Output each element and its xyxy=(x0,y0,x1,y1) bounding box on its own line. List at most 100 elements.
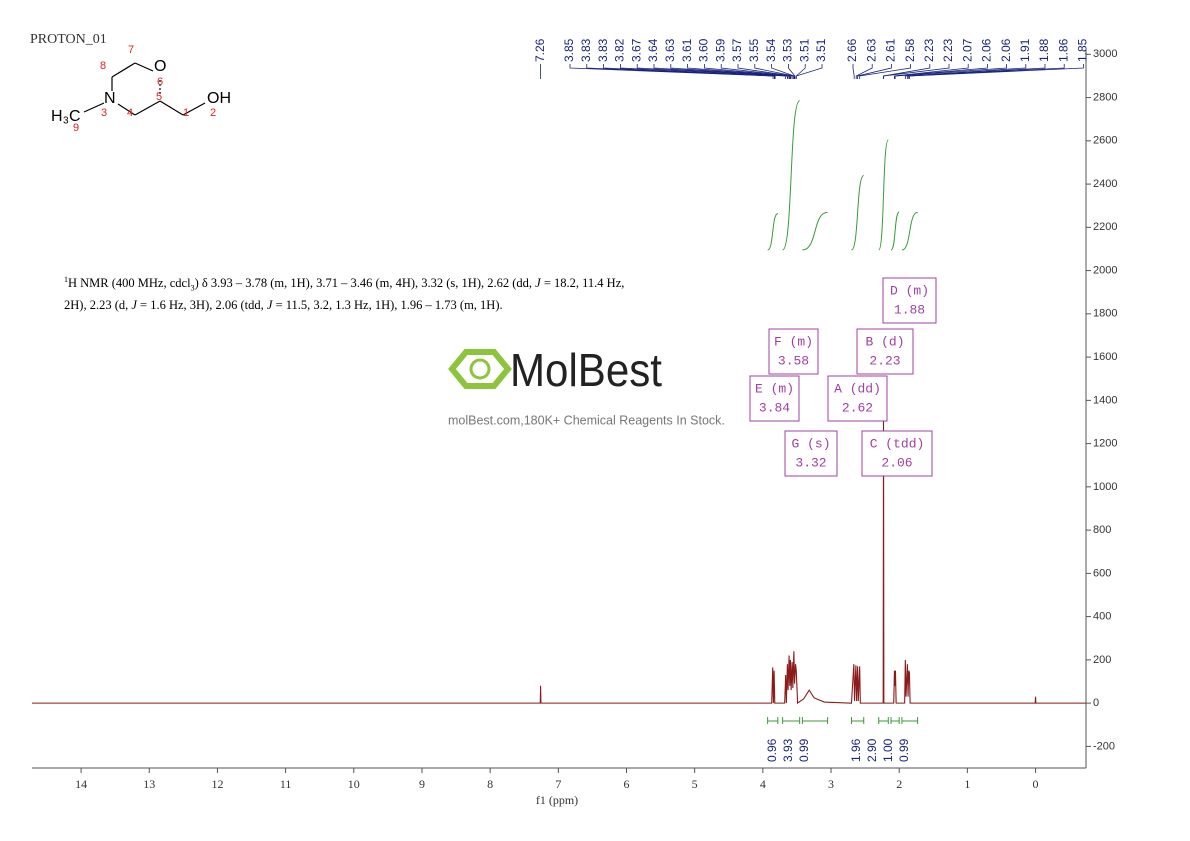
y-tick-label: 400 xyxy=(1093,611,1111,623)
bond xyxy=(111,62,136,78)
integral-label: 2.90 xyxy=(865,738,879,762)
title: PROTON_01 xyxy=(30,32,107,47)
peak-label: 3.55 xyxy=(747,38,761,62)
integral-label: 0.96 xyxy=(765,738,779,762)
multiplet-shift: 1.88 xyxy=(894,302,925,317)
integral-bracket xyxy=(767,717,779,724)
atom-number: 9 xyxy=(73,122,79,134)
integral-label: 0.99 xyxy=(897,738,911,762)
atom: 3 xyxy=(63,116,69,127)
atom: N xyxy=(104,90,116,107)
logo-text: MolBest xyxy=(510,344,662,396)
peak-label: 3.57 xyxy=(730,38,744,62)
peak-label: 3.83 xyxy=(596,38,610,62)
integral-label: 3.93 xyxy=(781,738,795,762)
peak-label: 1.86 xyxy=(1056,38,1070,62)
atom: O xyxy=(154,58,166,75)
multiplet-shift: 3.84 xyxy=(759,400,790,415)
peak-connector xyxy=(795,64,806,79)
y-tick-label: 200 xyxy=(1093,654,1111,666)
peak-connector xyxy=(855,64,873,79)
peak-connector xyxy=(771,64,795,79)
integral-bracket xyxy=(850,717,865,724)
text: = 18.2, 11.4 Hz, 2H), 2.23 (d, xyxy=(64,276,625,312)
peak-label: 3.85 xyxy=(562,38,576,62)
integral-curve xyxy=(850,175,865,251)
text: ) δ 3.93 – 3.78 (m, 1H), 3.71 – 3.46 (m,… xyxy=(194,276,536,291)
bond xyxy=(117,103,136,116)
multiplet-shift: 2.06 xyxy=(881,455,912,470)
integral-bracket xyxy=(801,717,829,724)
text: J xyxy=(535,276,541,291)
integral-curve xyxy=(890,211,900,251)
multiplet-label: A (dd) xyxy=(834,381,881,396)
bond xyxy=(159,100,184,116)
integral-curve xyxy=(782,100,801,251)
x-axis-label: f1 (ppm) xyxy=(536,793,578,807)
x-tick-label: 2 xyxy=(896,777,902,791)
integral-label: 0.99 xyxy=(797,738,811,762)
molecule xyxy=(83,62,206,116)
multiplet-box xyxy=(827,375,888,422)
multiplet-label: G (s) xyxy=(791,436,830,451)
peak-connector xyxy=(704,64,791,79)
multiplet-label: C (tdd) xyxy=(870,436,925,451)
y-tick-label: 2000 xyxy=(1093,264,1117,276)
x-tick-label: 13 xyxy=(143,777,155,791)
peak-label: 3.61 xyxy=(680,38,694,62)
text: = 11.5, 3.2, 1.3 Hz, 1H), 1.96 – 1.73 (m… xyxy=(272,297,503,312)
peak-label: 2.61 xyxy=(884,38,898,62)
spectrum-line xyxy=(32,404,1086,705)
peak-label: 3.60 xyxy=(697,38,711,62)
atom: H xyxy=(51,108,63,125)
multiplet-box xyxy=(882,277,937,324)
peak-connector xyxy=(908,64,1065,79)
atom-numbers: 1 2 3 4 5 6 7 8 9 xyxy=(73,44,216,134)
text: 3 xyxy=(190,283,195,293)
atom-labels: O N OH H 3 C xyxy=(51,58,231,126)
multiplet-shift: 2.62 xyxy=(842,400,873,415)
peak-label: 3.63 xyxy=(663,38,677,62)
logo-hexagon xyxy=(448,349,512,389)
y-tick-label: -200 xyxy=(1093,740,1115,752)
peak-label: 2.58 xyxy=(903,38,917,62)
x-tick-label: 11 xyxy=(280,777,292,791)
peak-label: 1.88 xyxy=(1037,38,1051,62)
description: 1H NMR (400 MHz, cdcl3) δ 3.93 – 3.78 (m… xyxy=(64,272,634,313)
y-tick-label: 3000 xyxy=(1093,48,1117,60)
multiplet-box xyxy=(856,328,914,375)
bond xyxy=(182,102,206,116)
integral-curve xyxy=(802,211,828,251)
x-tick-label: 4 xyxy=(760,777,766,791)
integral-bracket xyxy=(878,717,889,724)
peak-connector xyxy=(720,64,792,79)
peak-label: 2.07 xyxy=(960,38,974,62)
y-tick-label: 1200 xyxy=(1093,438,1117,450)
peak-connector xyxy=(737,64,793,79)
peak-connector xyxy=(653,64,788,79)
y-tick-label: 0 xyxy=(1093,697,1099,709)
peak-label: 3.51 xyxy=(814,38,828,62)
atom-number: 8 xyxy=(100,60,106,72)
x-tick-label: 8 xyxy=(487,777,493,791)
atom-number: 2 xyxy=(210,107,216,119)
watermark: MolBest molBest.com,180K+ Chemical Reage… xyxy=(448,344,725,427)
y-tick-label: 800 xyxy=(1093,524,1111,536)
multiplet-label: E (m) xyxy=(755,381,794,396)
peak-connector xyxy=(620,64,776,79)
atom: C xyxy=(69,108,81,125)
peak-connector xyxy=(883,64,950,79)
integral-curve xyxy=(878,139,889,251)
integral-bracket xyxy=(901,717,919,724)
x-tick-label: 6 xyxy=(623,777,629,791)
peak-label: 2.23 xyxy=(922,38,936,62)
text: J xyxy=(266,297,273,312)
watermark-text: molBest.com,180K+ Chemical Reagents In S… xyxy=(448,413,725,427)
peak-connector xyxy=(603,64,775,79)
peak-connector xyxy=(636,64,786,79)
integral-label: 1.96 xyxy=(849,738,863,762)
peak-label: 3.67 xyxy=(629,38,643,62)
atom-number: 1 xyxy=(183,107,189,119)
peak-connector xyxy=(687,64,790,79)
